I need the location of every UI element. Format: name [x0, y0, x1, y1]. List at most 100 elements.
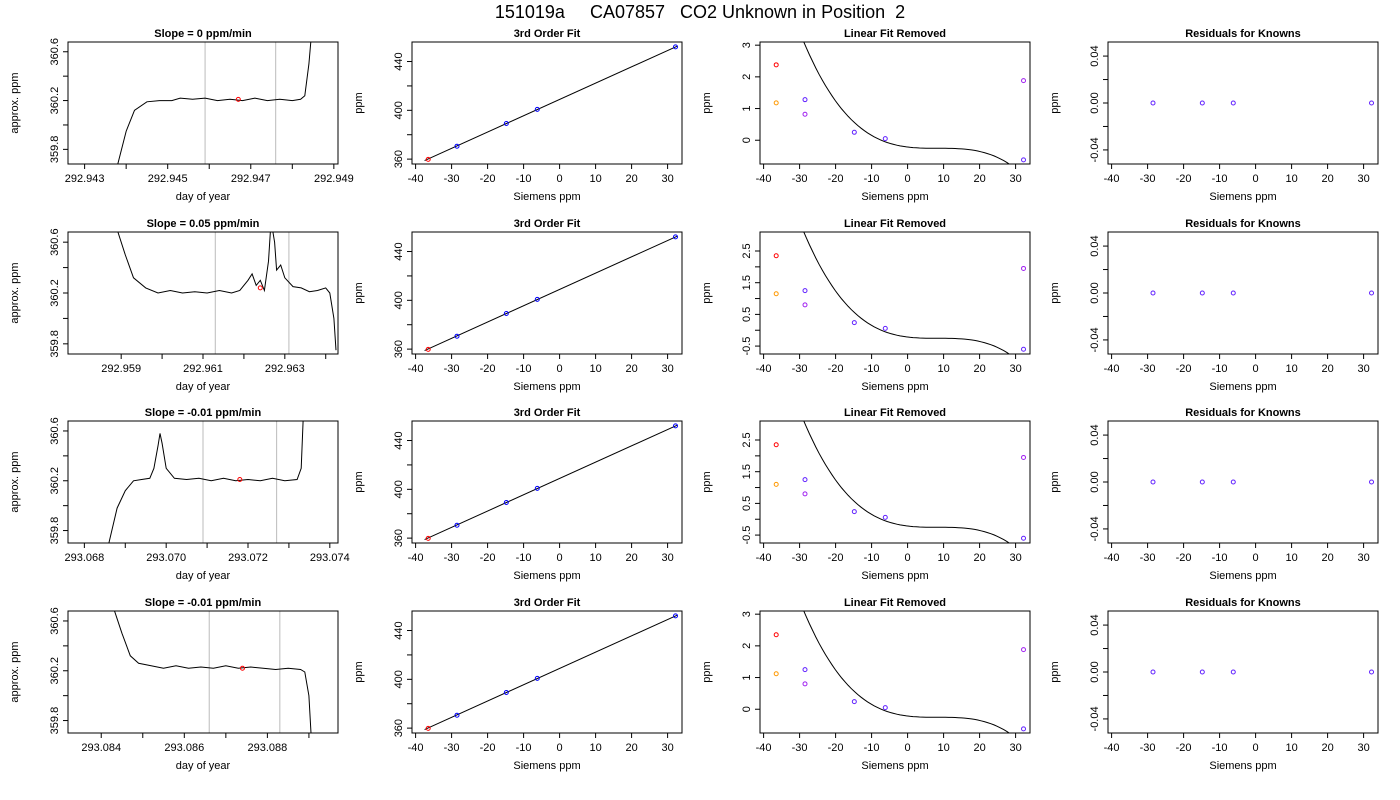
- y-axis-label: ppm: [701, 282, 713, 303]
- plot-area: [1150, 100, 1375, 106]
- x-tick-label: -30: [1140, 552, 1156, 564]
- plot-area: [424, 234, 679, 352]
- x-tick-label: 0: [557, 363, 563, 375]
- panel: 3rd Order Fit Siemens ppm ppm -40 -30 -20 -10 0…: [353, 597, 683, 772]
- x-tick-label: -20: [480, 173, 496, 185]
- x-axis-label: Siemens ppm: [861, 191, 928, 203]
- plot-area: [773, 232, 1027, 354]
- x-tick-label: -20: [1176, 173, 1192, 185]
- data-point: [454, 143, 460, 149]
- x-tick-label: 293.084: [81, 742, 121, 754]
- x-axis-label: Siemens ppm: [513, 191, 580, 203]
- y-tick-label: 360: [393, 150, 405, 168]
- data-point: [851, 509, 857, 515]
- y-tick-label: 400: [393, 670, 405, 688]
- panel-title: Linear Fit Removed: [844, 597, 946, 609]
- data-point: [673, 423, 679, 429]
- data-point: [1150, 100, 1156, 106]
- x-tick-label: -10: [864, 742, 880, 754]
- panel-title: Residuals for Knowns: [1185, 597, 1301, 609]
- x-tick-label: -40: [756, 363, 772, 375]
- plot-area: [424, 44, 679, 162]
- y-tick-label: 360.2: [49, 87, 61, 115]
- data-trace: [108, 421, 304, 543]
- data-point: [503, 120, 509, 126]
- plot-frame: [759, 231, 1031, 355]
- plot-area: [773, 421, 1027, 543]
- x-tick-label: -40: [756, 552, 772, 564]
- x-tick-label: 30: [1357, 363, 1369, 375]
- x-tick-label: 30: [1357, 173, 1369, 185]
- y-tick-label: 0.00: [1089, 471, 1101, 492]
- y-tick-label: 3: [741, 611, 753, 617]
- plot-frame: [759, 610, 1031, 734]
- y-axis-label: ppm: [701, 92, 713, 113]
- y-axis-label: ppm: [353, 471, 365, 492]
- x-tick-label: 20: [973, 742, 985, 754]
- panel: Slope = 0.05 ppm/min day of year approx. p…: [9, 218, 339, 393]
- data-point: [673, 234, 679, 240]
- x-tick-label: 292.943: [65, 173, 105, 185]
- x-tick-label: 0: [557, 173, 563, 185]
- data-point: [1199, 479, 1205, 485]
- plot-area: [117, 42, 312, 164]
- plot-frame: [1107, 420, 1379, 544]
- y-tick-label: -0.5: [741, 526, 753, 545]
- x-tick-label: 30: [661, 552, 673, 564]
- x-tick-label: 292.949: [314, 173, 354, 185]
- x-tick-label: -40: [1104, 173, 1120, 185]
- x-tick-label: -30: [792, 363, 808, 375]
- x-axis-label: Siemens ppm: [513, 381, 580, 393]
- data-point: [802, 111, 808, 117]
- data-point: [425, 535, 431, 541]
- data-point: [1150, 479, 1156, 485]
- x-tick-label: 292.959: [101, 363, 141, 375]
- data-point: [1021, 265, 1027, 271]
- y-tick-label: 360.6: [49, 228, 61, 256]
- panel: Linear Fit Removed Siemens ppm ppm -40 -30 -2…: [701, 407, 1031, 582]
- data-point: [851, 699, 857, 705]
- x-tick-label: -20: [1176, 552, 1192, 564]
- x-tick-label: -20: [480, 742, 496, 754]
- data-point: [1021, 647, 1027, 653]
- mean-marker: [257, 285, 263, 291]
- plot-area: [773, 42, 1027, 164]
- x-tick-label: 30: [1357, 742, 1369, 754]
- data-point: [773, 291, 779, 297]
- x-axis-label: Siemens ppm: [513, 570, 580, 582]
- plot-frame: [1107, 610, 1379, 734]
- x-tick-label: -30: [1140, 742, 1156, 754]
- data-point: [454, 522, 460, 528]
- fit-curve: [803, 421, 1011, 543]
- panel-title: Residuals for Knowns: [1185, 218, 1301, 230]
- x-tick-label: 20: [625, 173, 637, 185]
- plot-frame: [759, 41, 1031, 165]
- page-title: 151019a CA07857 CO2 Unknown in Position …: [494, 2, 906, 22]
- x-tick-label: 10: [937, 363, 949, 375]
- data-trace: [117, 42, 312, 164]
- panel: Residuals for Knowns Siemens ppm ppm -40 -30…: [1049, 28, 1379, 203]
- y-axis-label: ppm: [701, 661, 713, 682]
- x-tick-label: 10: [937, 552, 949, 564]
- x-tick-label: -40: [408, 742, 424, 754]
- data-point: [773, 481, 779, 487]
- data-point: [1230, 669, 1236, 675]
- x-tick-label: -40: [1104, 742, 1120, 754]
- panel: Slope = -0.01 ppm/min day of year approx. …: [9, 407, 350, 582]
- x-tick-label: 292.963: [265, 363, 305, 375]
- data-point: [534, 296, 540, 302]
- panel: 3rd Order Fit Siemens ppm ppm -40 -30 -20 -10 0…: [353, 28, 683, 203]
- data-point: [773, 632, 779, 638]
- y-axis-label: approx. ppm: [9, 72, 21, 133]
- x-axis-label: Siemens ppm: [513, 760, 580, 772]
- x-tick-label: -20: [480, 363, 496, 375]
- plot-frame: [1107, 41, 1379, 165]
- fit-line: [424, 614, 678, 731]
- x-axis-label: Siemens ppm: [1209, 570, 1276, 582]
- y-axis-label: ppm: [353, 92, 365, 113]
- x-tick-label: -20: [1176, 363, 1192, 375]
- x-tick-label: 20: [1321, 363, 1333, 375]
- data-point: [882, 136, 888, 142]
- y-tick-label: 359.8: [49, 136, 61, 164]
